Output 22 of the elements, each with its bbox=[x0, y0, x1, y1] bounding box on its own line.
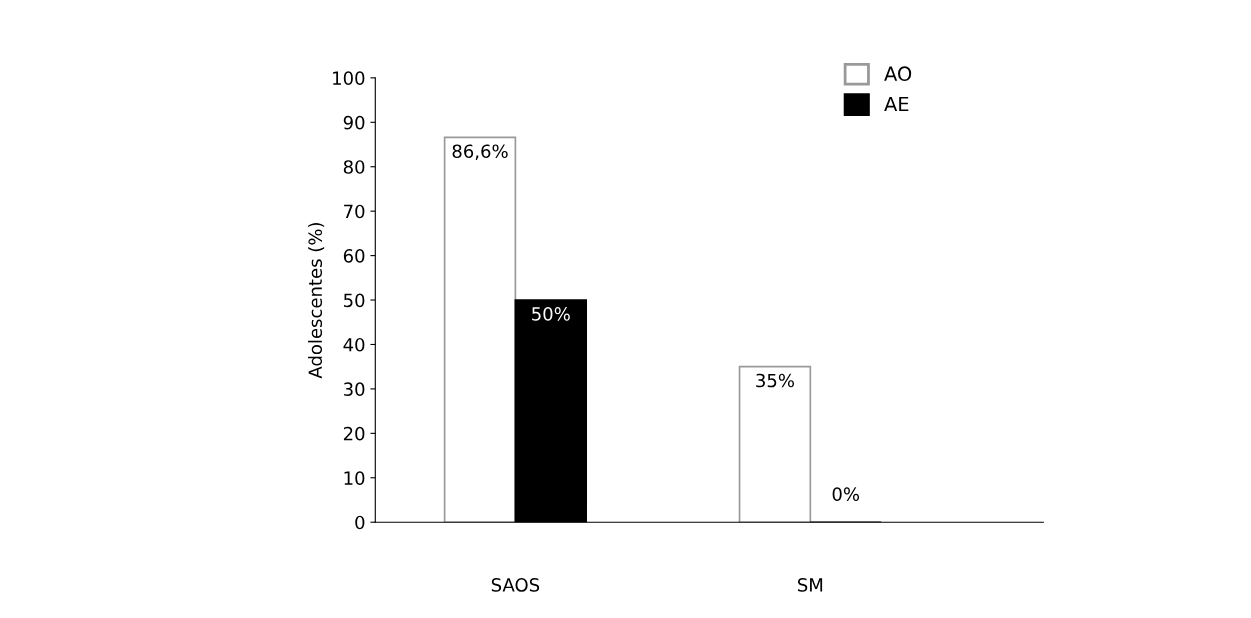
x-tick-label: SM bbox=[798, 578, 823, 592]
bar bbox=[443, 136, 517, 523]
y-tick-label: 20 bbox=[343, 426, 365, 441]
data-label: 35% bbox=[756, 373, 795, 388]
y-tick-label: 40 bbox=[343, 337, 365, 352]
y-tick-label: 60 bbox=[343, 249, 365, 263]
y-tick-label: 0 bbox=[355, 515, 365, 530]
bar bbox=[738, 365, 812, 523]
y-tick-label: 90 bbox=[343, 115, 365, 130]
data-label: 0% bbox=[832, 487, 860, 501]
data-label: 50% bbox=[532, 307, 570, 321]
y-tick-label: 10 bbox=[344, 471, 365, 485]
y-tick-label: 50 bbox=[344, 293, 365, 308]
y-tick-label: 30 bbox=[343, 382, 365, 397]
legend-label: AO bbox=[884, 66, 912, 82]
x-tick-label: SAOS bbox=[491, 578, 540, 592]
y-tick-label: 70 bbox=[344, 204, 365, 219]
y-tick-label: 100 bbox=[333, 71, 365, 85]
legend-label: AE bbox=[884, 96, 909, 112]
y-tick-label: 80 bbox=[343, 160, 365, 174]
y-axis-title: Adolescentes (%) bbox=[308, 223, 325, 379]
data-label: 86,6% bbox=[452, 144, 508, 160]
